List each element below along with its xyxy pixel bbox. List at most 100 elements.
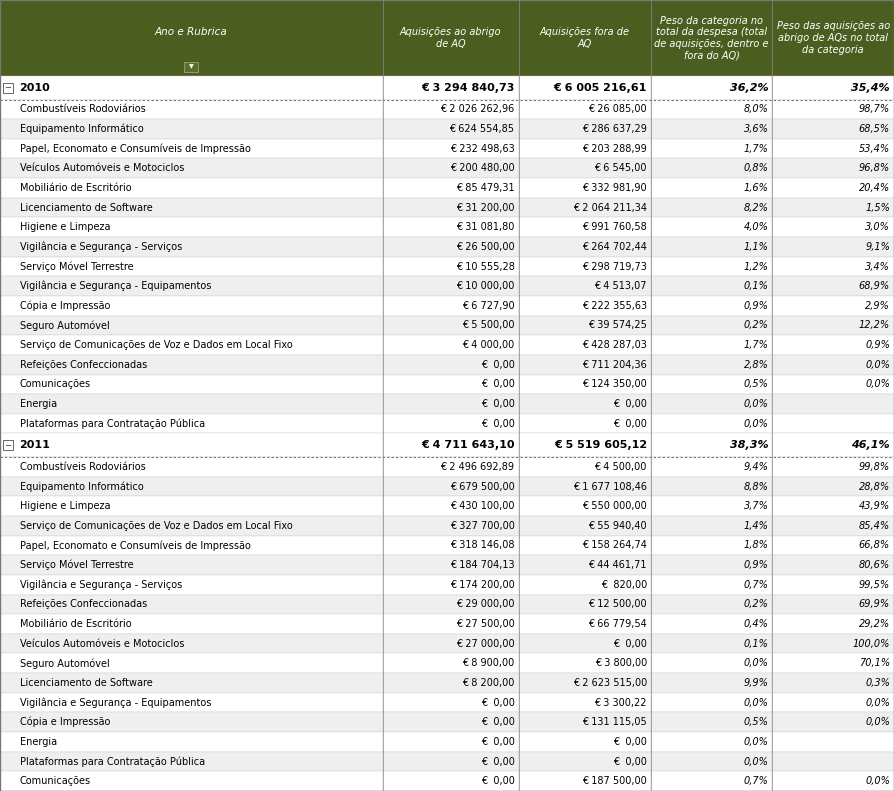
Bar <box>519 76 651 100</box>
Text: 0,1%: 0,1% <box>744 638 769 649</box>
Text: 36,2%: 36,2% <box>730 83 769 93</box>
Bar <box>519 751 651 771</box>
Text: 0,5%: 0,5% <box>744 380 769 389</box>
Bar <box>651 296 772 316</box>
Text: Licenciamento de Software: Licenciamento de Software <box>20 678 153 688</box>
Text: € 158 264,74: € 158 264,74 <box>582 540 647 551</box>
Text: 0,0%: 0,0% <box>865 698 890 708</box>
Text: € 55 940,40: € 55 940,40 <box>588 520 647 531</box>
Text: Refeições Confeccionadas: Refeições Confeccionadas <box>20 600 148 609</box>
Bar <box>383 218 519 237</box>
Bar <box>383 614 519 634</box>
Bar <box>772 218 894 237</box>
Bar <box>772 257 894 276</box>
Bar <box>772 100 894 119</box>
Bar <box>519 198 651 218</box>
Bar <box>519 257 651 276</box>
Bar <box>651 575 772 595</box>
Bar <box>383 457 519 477</box>
Text: 2,8%: 2,8% <box>744 360 769 369</box>
Bar <box>519 257 651 276</box>
Bar <box>519 477 651 496</box>
Bar <box>383 653 519 673</box>
Bar <box>651 414 772 433</box>
Bar <box>0 477 383 496</box>
Bar <box>383 595 519 614</box>
Text: € 4 711 643,10: € 4 711 643,10 <box>421 441 515 450</box>
Bar <box>383 477 519 496</box>
Bar <box>519 614 651 634</box>
Text: 29,2%: 29,2% <box>859 619 890 629</box>
Bar <box>0 634 383 653</box>
Bar <box>519 536 651 555</box>
Bar <box>0 276 383 296</box>
Text: 69,9%: 69,9% <box>859 600 890 609</box>
Bar <box>383 355 519 375</box>
Bar <box>0 158 383 178</box>
Bar <box>651 595 772 614</box>
Bar <box>772 477 894 496</box>
Bar <box>772 555 894 575</box>
Bar <box>651 414 772 433</box>
Bar <box>383 555 519 575</box>
Bar <box>0 100 383 119</box>
Text: € 2 026 262,96: € 2 026 262,96 <box>440 104 515 115</box>
Bar <box>651 732 772 751</box>
Text: € 286 637,29: € 286 637,29 <box>582 124 647 134</box>
Text: Energia: Energia <box>20 399 57 409</box>
Bar <box>519 276 651 296</box>
Bar <box>519 316 651 335</box>
Bar <box>519 237 651 257</box>
Text: 0,8%: 0,8% <box>744 163 769 173</box>
Text: € 2 496 692,89: € 2 496 692,89 <box>441 462 515 472</box>
Text: €  0,00: € 0,00 <box>481 717 515 727</box>
Bar <box>519 138 651 158</box>
Bar <box>651 138 772 158</box>
Bar <box>383 595 519 614</box>
Text: 98,7%: 98,7% <box>859 104 890 115</box>
Bar <box>519 732 651 751</box>
Bar <box>651 198 772 218</box>
Bar <box>519 119 651 138</box>
Text: €  0,00: € 0,00 <box>481 399 515 409</box>
Bar <box>383 375 519 394</box>
Bar <box>519 433 651 457</box>
Bar <box>651 119 772 138</box>
Text: Plataformas para Contratação Pública: Plataformas para Contratação Pública <box>20 756 205 766</box>
Bar <box>651 673 772 693</box>
Text: € 4 500,00: € 4 500,00 <box>595 462 647 472</box>
Bar <box>519 693 651 713</box>
Bar <box>772 76 894 100</box>
Bar <box>0 119 383 138</box>
Text: € 430 100,00: € 430 100,00 <box>450 501 515 511</box>
Text: 46,1%: 46,1% <box>851 441 890 450</box>
Bar <box>0 100 383 119</box>
Bar <box>519 178 651 198</box>
Bar <box>0 555 383 575</box>
Bar <box>0 653 383 673</box>
Text: € 39 574,25: € 39 574,25 <box>588 320 647 331</box>
Bar <box>383 614 519 634</box>
Text: 0,9%: 0,9% <box>865 340 890 350</box>
Bar <box>519 595 651 614</box>
Bar <box>383 751 519 771</box>
Bar <box>651 276 772 296</box>
Bar <box>651 237 772 257</box>
Bar <box>772 0 894 76</box>
Bar <box>383 693 519 713</box>
Bar <box>772 536 894 555</box>
Bar <box>0 673 383 693</box>
Text: € 8 900,00: € 8 900,00 <box>462 658 515 668</box>
Bar <box>772 771 894 791</box>
Bar <box>383 316 519 335</box>
Text: € 298 719,73: € 298 719,73 <box>582 262 647 271</box>
Bar <box>772 76 894 100</box>
Text: € 31 081,80: € 31 081,80 <box>456 222 515 233</box>
Text: € 222 355,63: € 222 355,63 <box>582 301 647 311</box>
Bar <box>0 375 383 394</box>
Text: €  0,00: € 0,00 <box>481 360 515 369</box>
Bar <box>0 414 383 433</box>
Bar <box>651 355 772 375</box>
Bar <box>0 138 383 158</box>
Bar <box>519 457 651 477</box>
